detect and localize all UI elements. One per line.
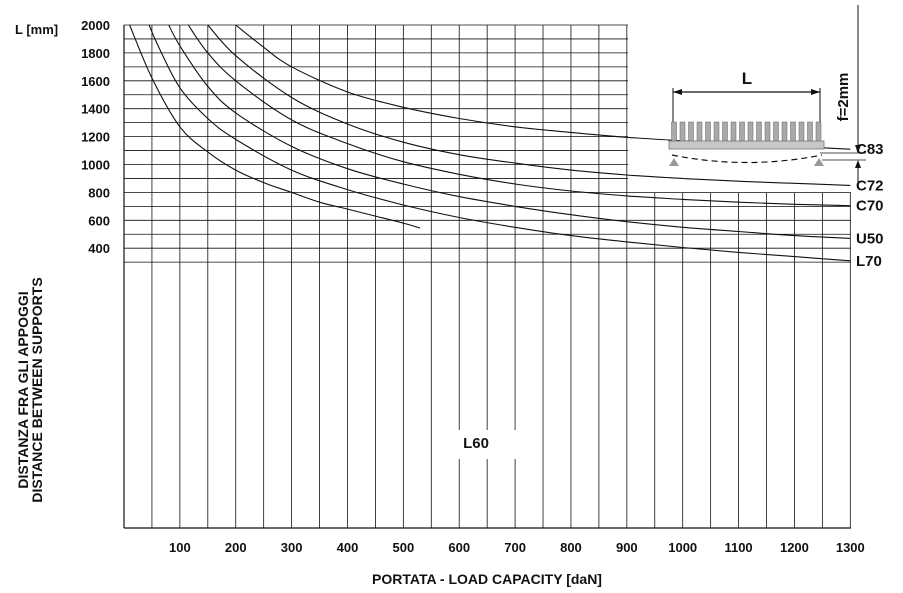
series-label-c72: C72 (856, 177, 884, 194)
x-tick-label: 600 (448, 540, 470, 555)
x-tick-label: 800 (560, 540, 582, 555)
inset-deflection-arrow-top-icon (855, 145, 861, 153)
series-label-c83: C83 (856, 141, 884, 158)
inset-load-arrow (798, 121, 805, 142)
y-tick-label: 1200 (81, 130, 110, 145)
inset-load-arrow (790, 121, 796, 142)
inset-deflection-label: f=2mm (835, 73, 852, 122)
tick-label-layer: 100 200 300 400 500 600 700 800 900 1000 1100 1200 1… (81, 18, 865, 555)
x-tick-label: 1200 (780, 540, 809, 555)
x-tick-label: 700 (504, 540, 526, 555)
series-label-l60: L60 (463, 435, 489, 452)
inset-beam (668, 140, 825, 150)
beam-deflection-diagram: L f=2mm (668, 5, 866, 182)
y-tick-label: 1400 (81, 102, 110, 117)
inset-load-arrow (756, 121, 762, 142)
inset-load-arrow (773, 121, 779, 142)
x-tick-label: 1300 (836, 540, 865, 555)
inset-load-arrow (815, 121, 822, 142)
inset-load-arrow (739, 121, 745, 142)
y-unit-label: L [mm] (15, 22, 58, 37)
inset-load-arrow (696, 121, 703, 142)
inset-load-arrow (781, 121, 788, 142)
inset-deflected-beam (671, 154, 823, 164)
y-tick-label: 400 (88, 241, 110, 256)
inset-load-arrow (730, 121, 737, 142)
x-axis-label: PORTATA - LOAD CAPACITY [daN] (372, 571, 602, 587)
series-line-l70 (148, 24, 851, 262)
y-axis-label-line2: DISTANCE BETWEEN SUPPORTS (29, 277, 45, 502)
series-label-c70: C70 (856, 198, 884, 215)
inset-support-right-icon (814, 158, 824, 166)
inset-load-arrow (679, 121, 686, 142)
x-tick-label: 200 (225, 540, 247, 555)
inset-load-arrow (764, 121, 771, 142)
inset-load-arrow (722, 121, 728, 142)
y-axis-label-line1: DISTANZA FRA GLI APPOGGI (15, 291, 31, 488)
y-tick-label: 2000 (81, 18, 110, 33)
series-line-u50 (168, 24, 851, 239)
inset-load-arrow (807, 121, 813, 142)
x-tick-label: 500 (392, 540, 414, 555)
y-tick-label: 1000 (81, 158, 110, 173)
inset-support-left-icon (669, 158, 679, 166)
inset-arrow-left-icon (673, 89, 682, 95)
y-tick-label: 600 (88, 213, 110, 228)
inset-load-arrow (713, 121, 720, 142)
x-tick-label: 1100 (724, 540, 752, 555)
x-tick-label: 1000 (668, 540, 697, 555)
x-tick-label: 400 (337, 540, 359, 555)
inset-arrow-right-icon (811, 89, 820, 95)
series-line-l60 (129, 24, 421, 229)
y-tick-label: 1800 (81, 46, 110, 61)
y-tick-label: 800 (88, 185, 110, 200)
x-tick-label: 100 (169, 540, 191, 555)
x-tick-label: 900 (616, 540, 638, 555)
x-tick-label: 300 (281, 540, 303, 555)
series-line-c70 (187, 24, 851, 207)
inset-load-arrow (705, 121, 711, 142)
series-label-u50: U50 (856, 230, 884, 247)
y-tick-label: 1600 (81, 74, 110, 89)
inset-deflection-arrow-bottom-icon (855, 160, 861, 168)
series-label-bg-l60 (433, 430, 517, 459)
series-line-c72 (207, 24, 851, 186)
series-label-layer: L60 L70 U50 C70 C72 C83 (433, 141, 884, 459)
inset-load-arrow (671, 121, 677, 142)
inset-load-arrow (747, 121, 754, 142)
inset-span-label: L (742, 69, 752, 88)
inset-load-arrow (688, 121, 694, 142)
series-label-l70: L70 (856, 253, 882, 270)
